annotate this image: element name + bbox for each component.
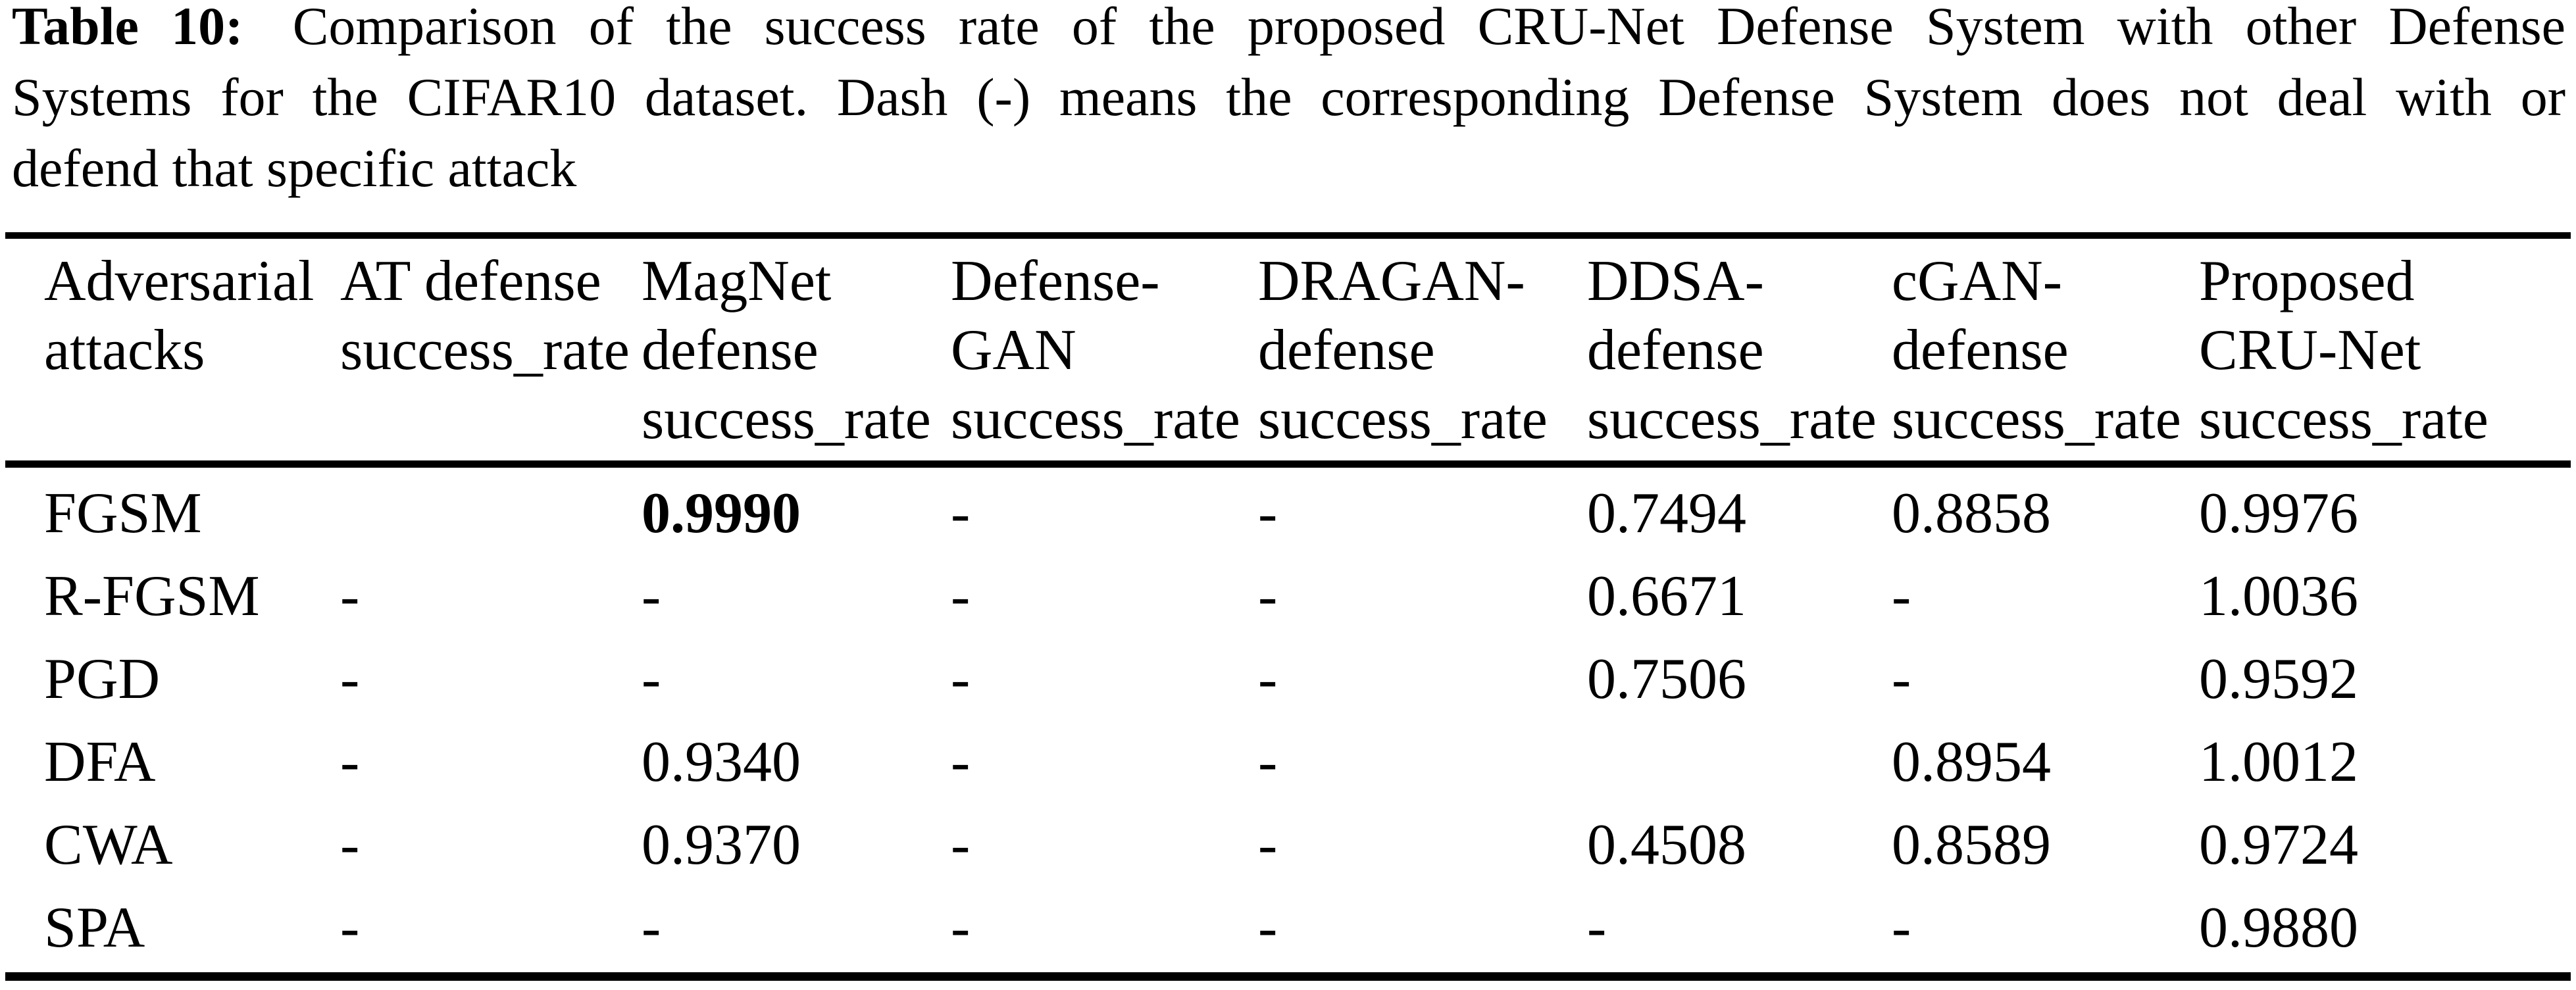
col-header-at-defense: AT defense success_rate	[340, 247, 630, 385]
cell-value: -	[1258, 730, 1278, 794]
table-body: FGSM 0.9990 - - 0.7494 0.8858 0.9976 R-F…	[0, 472, 2576, 970]
cell-attack-name: FGSM	[44, 482, 202, 545]
cell-value: -	[340, 896, 360, 960]
row-cwa: CWA - 0.9370 - - 0.4508 0.8589 0.9724	[0, 804, 2576, 887]
table-caption: Table 10: Comparison of the success rate…	[12, 0, 2565, 204]
cell-value: -	[951, 896, 971, 960]
header-line: Adversarial	[44, 249, 315, 313]
cell-value: -	[1587, 896, 1607, 960]
cell-value: -	[1258, 813, 1278, 877]
row-dfa: DFA - 0.9340 - - 0.8954 1.0012	[0, 721, 2576, 804]
cell-value: -	[1892, 896, 1911, 960]
row-spa: SPA - - - - - - 0.9880	[0, 887, 2576, 970]
col-header-cgan-defense: cGAN- defense success_rate	[1892, 247, 2181, 454]
table-header-rule	[5, 460, 2571, 468]
cell-value: -	[951, 813, 971, 877]
cell-value: -	[340, 564, 360, 628]
row-fgsm: FGSM 0.9990 - - 0.7494 0.8858 0.9976	[0, 472, 2576, 555]
cell-attack-name: DFA	[44, 730, 156, 794]
header-line: defense	[642, 318, 819, 382]
cell-value: -	[340, 813, 360, 877]
cell-value: -	[642, 647, 661, 711]
cell-attack-name: R-FGSM	[44, 564, 260, 628]
header-line: success_rate	[951, 387, 1240, 451]
caption-line-1-text: Comparison of the success rate of the pr…	[292, 0, 2565, 56]
cell-value: 0.9880	[2199, 896, 2358, 960]
cell-value: -	[642, 564, 661, 628]
cell-value: 1.0036	[2199, 564, 2358, 628]
cell-value: 0.8589	[1892, 813, 2051, 877]
cell-value: 0.9340	[642, 730, 801, 794]
header-line: success_rate	[340, 318, 630, 382]
caption-line-2: Systems for the CIFAR10 dataset. Dash (-…	[12, 67, 2565, 127]
cell-attack-name: SPA	[44, 896, 145, 960]
caption-line-1: Table 10: Comparison of the success rate…	[12, 0, 2565, 62]
table-number-label: Table 10:	[12, 0, 243, 56]
header-line: success_rate	[1892, 387, 2181, 451]
cell-value: -	[1258, 896, 1278, 960]
table-header-row: Adversarial attacks AT defense success_r…	[0, 247, 2576, 460]
table-bottom-rule	[5, 972, 2571, 981]
cell-value: -	[951, 647, 971, 711]
cell-value: 0.4508	[1587, 813, 1746, 877]
col-header-magnet-defense: MagNet defense success_rate	[642, 247, 931, 454]
cell-value: -	[642, 896, 661, 960]
cell-value: 0.6671	[1587, 564, 1746, 628]
cell-value: 0.9592	[2199, 647, 2358, 711]
cell-value: 0.7494	[1587, 482, 1746, 545]
header-line: Defense-	[951, 249, 1160, 313]
header-line: success_rate	[1258, 387, 1548, 451]
col-header-defense-gan: Defense- GAN success_rate	[951, 247, 1240, 454]
header-line: success_rate	[642, 387, 931, 451]
cell-value: 0.9370	[642, 813, 801, 877]
cell-attack-name: CWA	[44, 813, 173, 877]
col-header-ddsa-defense: DDSA- defense success_rate	[1587, 247, 1877, 454]
cell-value: 0.8858	[1892, 482, 2051, 545]
header-line: DDSA-	[1587, 249, 1764, 313]
cell-value: 0.9976	[2199, 482, 2358, 545]
header-line: success_rate	[2199, 387, 2488, 451]
cell-value: -	[1258, 482, 1278, 545]
header-line: Proposed	[2199, 249, 2415, 313]
col-header-dragan-defense: DRAGAN- defense success_rate	[1258, 247, 1548, 454]
cell-attack-name: PGD	[44, 647, 161, 711]
cell-value: -	[340, 647, 360, 711]
header-line: defense	[1258, 318, 1435, 382]
caption-line-3: defend that specific attack	[12, 138, 577, 198]
header-line: DRAGAN-	[1258, 249, 1525, 313]
header-line: success_rate	[1587, 387, 1877, 451]
cell-value: -	[1892, 647, 1911, 711]
header-line: CRU-Net	[2199, 318, 2421, 382]
header-line: defense	[1892, 318, 2069, 382]
header-line: MagNet	[642, 249, 832, 313]
row-pgd: PGD - - - - 0.7506 - 0.9592	[0, 638, 2576, 721]
row-r-fgsm: R-FGSM - - - - 0.6671 - 1.0036	[0, 555, 2576, 638]
cell-value: 0.7506	[1587, 647, 1746, 711]
cell-value-bold: 0.9990	[642, 482, 801, 545]
header-line: AT defense	[340, 249, 601, 313]
cell-value: -	[951, 482, 971, 545]
cell-value: -	[1258, 564, 1278, 628]
cell-value: 0.8954	[1892, 730, 2051, 794]
header-line: cGAN-	[1892, 249, 2063, 313]
cell-value: 0.9724	[2199, 813, 2358, 877]
cell-value: -	[951, 730, 971, 794]
header-line: GAN	[951, 318, 1076, 382]
cell-value: -	[340, 730, 360, 794]
cell-value: -	[951, 564, 971, 628]
header-line: defense	[1587, 318, 1764, 382]
col-header-proposed-cru-net: Proposed CRU-Net success_rate	[2199, 247, 2488, 454]
table-top-rule	[5, 232, 2571, 239]
cell-value: -	[1892, 564, 1911, 628]
header-line: attacks	[44, 318, 205, 382]
cell-value: -	[1258, 647, 1278, 711]
cell-value: 1.0012	[2199, 730, 2358, 794]
col-header-adversarial-attacks: Adversarial attacks	[44, 247, 314, 385]
